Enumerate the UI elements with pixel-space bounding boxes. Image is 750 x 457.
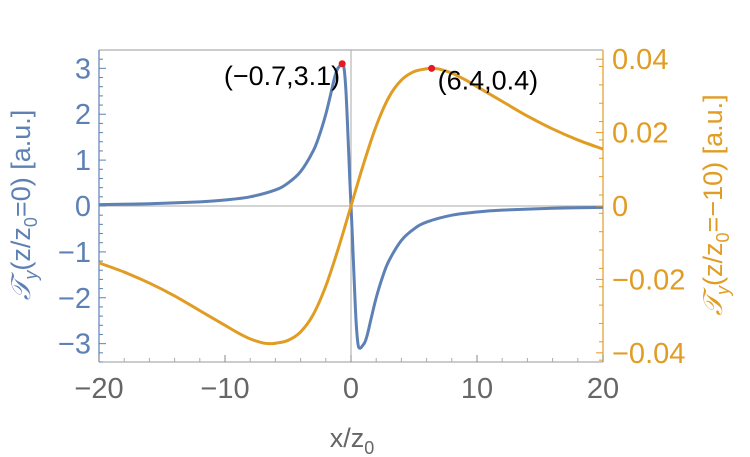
y-right-label-index: y: [713, 285, 733, 297]
y-left-tick-label: 2: [75, 99, 91, 131]
x-tick-label: −20: [74, 373, 123, 405]
peak-marker: [428, 64, 436, 72]
series-right-line: [98, 66, 604, 346]
y-left-tick-label: 1: [75, 145, 91, 177]
y-left-tick-label: 3: [75, 53, 91, 85]
y-right-label-mid: (z/z: [698, 242, 728, 286]
annotations: (−0.7,3.1) (6.4,0.4): [224, 61, 538, 96]
y-right-label-mid-sub: 0: [713, 232, 733, 242]
y-left-tick-label: −3: [58, 329, 91, 361]
y-right-label-end: =−10) [a.u.]: [698, 94, 728, 232]
y-left-ticks: −3 −2 −1 0 1 2 3: [58, 53, 106, 363]
markers: [338, 60, 436, 72]
y-right-tick-label: 0.02: [612, 118, 668, 150]
y-right-ticks: −0.04 −0.02 0 0.02 0.04: [596, 44, 685, 370]
x-tick-label: 10: [461, 373, 493, 405]
x-tick-label: −10: [200, 373, 249, 405]
x-tick-label: 20: [587, 373, 619, 405]
y-left-label-end: =0) [a.u.]: [6, 110, 36, 217]
y-right-tick-label: −0.02: [612, 264, 685, 296]
peak-annotation: (6.4,0.4): [438, 65, 539, 95]
y-left-tick-label: 0: [75, 191, 91, 223]
peak-marker: [338, 60, 346, 68]
curves: [98, 62, 604, 350]
y-left-label-mid-sub: 0: [21, 217, 41, 227]
y-left-label-index: y: [21, 270, 41, 282]
x-axis-label-main: x/z: [330, 423, 365, 453]
x-axis-label: x/z0: [330, 423, 375, 457]
x-axis-label-sub: 0: [364, 438, 374, 457]
peak-annotation: (−0.7,3.1): [224, 61, 340, 91]
y-left-tick-label: −1: [58, 237, 91, 269]
y-left-label-mid: (z/z: [6, 227, 36, 271]
y-left-tick-label: −2: [58, 283, 91, 315]
y-right-tick-label: −0.04: [612, 338, 685, 370]
y-right-tick-label: 0.04: [612, 44, 668, 76]
x-ticks: −20 −10 0 10 20: [74, 355, 619, 405]
y-left-axis-label: 𝒯y(z/z0=0) [a.u.]: [6, 110, 41, 301]
y-right-tick-label: 0: [612, 191, 628, 223]
y-right-axis-label: 𝒯y(z/z0=−10) [a.u.]: [698, 94, 733, 315]
x-tick-label: 0: [343, 373, 359, 405]
